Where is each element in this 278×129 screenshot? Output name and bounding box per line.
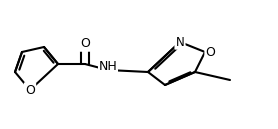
Text: N: N <box>176 35 184 49</box>
Text: O: O <box>25 83 35 96</box>
Text: O: O <box>80 38 90 50</box>
Text: O: O <box>206 46 215 58</box>
Text: NH: NH <box>99 60 117 73</box>
